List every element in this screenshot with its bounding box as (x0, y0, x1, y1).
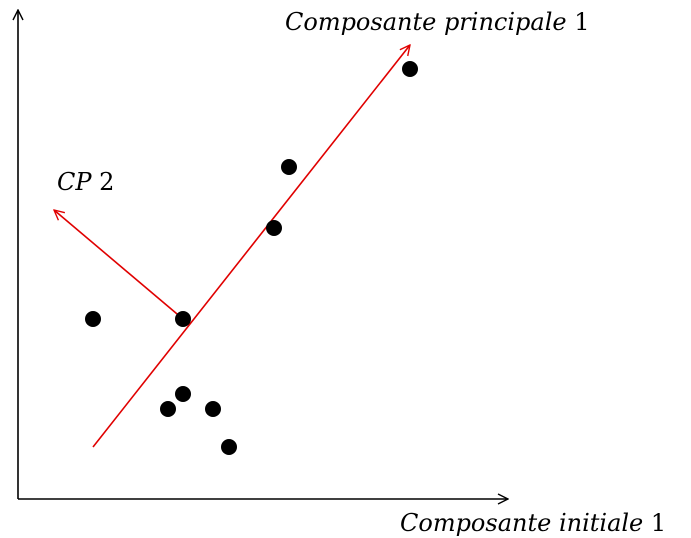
data-point (221, 439, 237, 455)
data-point (85, 311, 101, 327)
pc2-arrow (54, 210, 184, 320)
data-point (175, 311, 191, 327)
pc2-label: CP 2 (57, 168, 114, 196)
data-point (402, 61, 418, 77)
data-point (281, 159, 297, 175)
data-point (266, 220, 282, 236)
pc1-label: Composante principale 1 (285, 8, 590, 36)
data-point (160, 401, 176, 417)
data-point (175, 386, 191, 402)
x-axis-label: Composante initiale 1 (400, 509, 666, 537)
data-points (85, 61, 418, 455)
data-point (205, 401, 221, 417)
pc1-arrow (92, 45, 410, 448)
